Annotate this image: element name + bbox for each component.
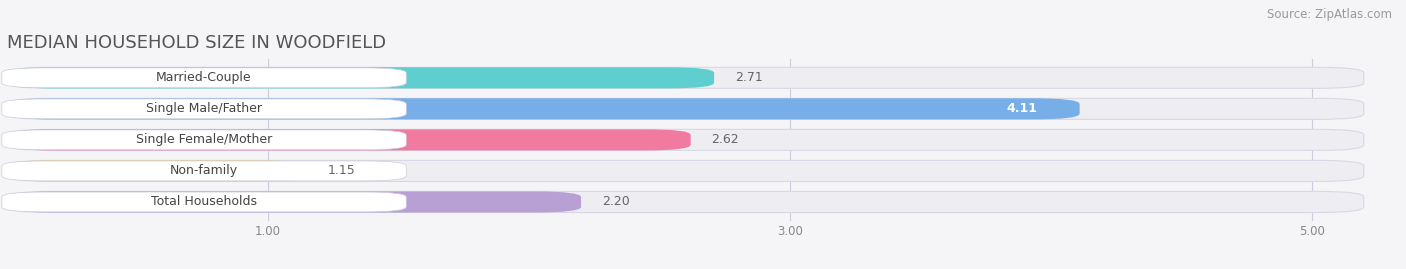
FancyBboxPatch shape xyxy=(956,100,1080,118)
FancyBboxPatch shape xyxy=(7,192,1364,213)
FancyBboxPatch shape xyxy=(7,98,1364,119)
FancyBboxPatch shape xyxy=(1,192,406,212)
FancyBboxPatch shape xyxy=(1,68,406,88)
FancyBboxPatch shape xyxy=(7,192,581,213)
Text: 1.15: 1.15 xyxy=(328,164,356,178)
FancyBboxPatch shape xyxy=(1,99,406,119)
FancyBboxPatch shape xyxy=(7,67,714,88)
FancyBboxPatch shape xyxy=(1,161,406,181)
Text: MEDIAN HOUSEHOLD SIZE IN WOODFIELD: MEDIAN HOUSEHOLD SIZE IN WOODFIELD xyxy=(7,34,387,52)
Text: 2.20: 2.20 xyxy=(602,196,630,208)
Text: Single Female/Mother: Single Female/Mother xyxy=(136,133,273,146)
Text: Married-Couple: Married-Couple xyxy=(156,71,252,84)
Text: Total Households: Total Households xyxy=(150,196,257,208)
Text: 4.11: 4.11 xyxy=(1007,102,1038,115)
FancyBboxPatch shape xyxy=(7,129,690,150)
Text: Source: ZipAtlas.com: Source: ZipAtlas.com xyxy=(1267,8,1392,21)
FancyBboxPatch shape xyxy=(7,129,1364,150)
Text: Single Male/Father: Single Male/Father xyxy=(146,102,262,115)
FancyBboxPatch shape xyxy=(7,160,307,182)
FancyBboxPatch shape xyxy=(7,98,1080,119)
Text: Non-family: Non-family xyxy=(170,164,238,178)
FancyBboxPatch shape xyxy=(7,160,1364,182)
Text: 2.71: 2.71 xyxy=(735,71,762,84)
FancyBboxPatch shape xyxy=(1,130,406,150)
Text: 2.62: 2.62 xyxy=(711,133,740,146)
FancyBboxPatch shape xyxy=(7,67,1364,88)
